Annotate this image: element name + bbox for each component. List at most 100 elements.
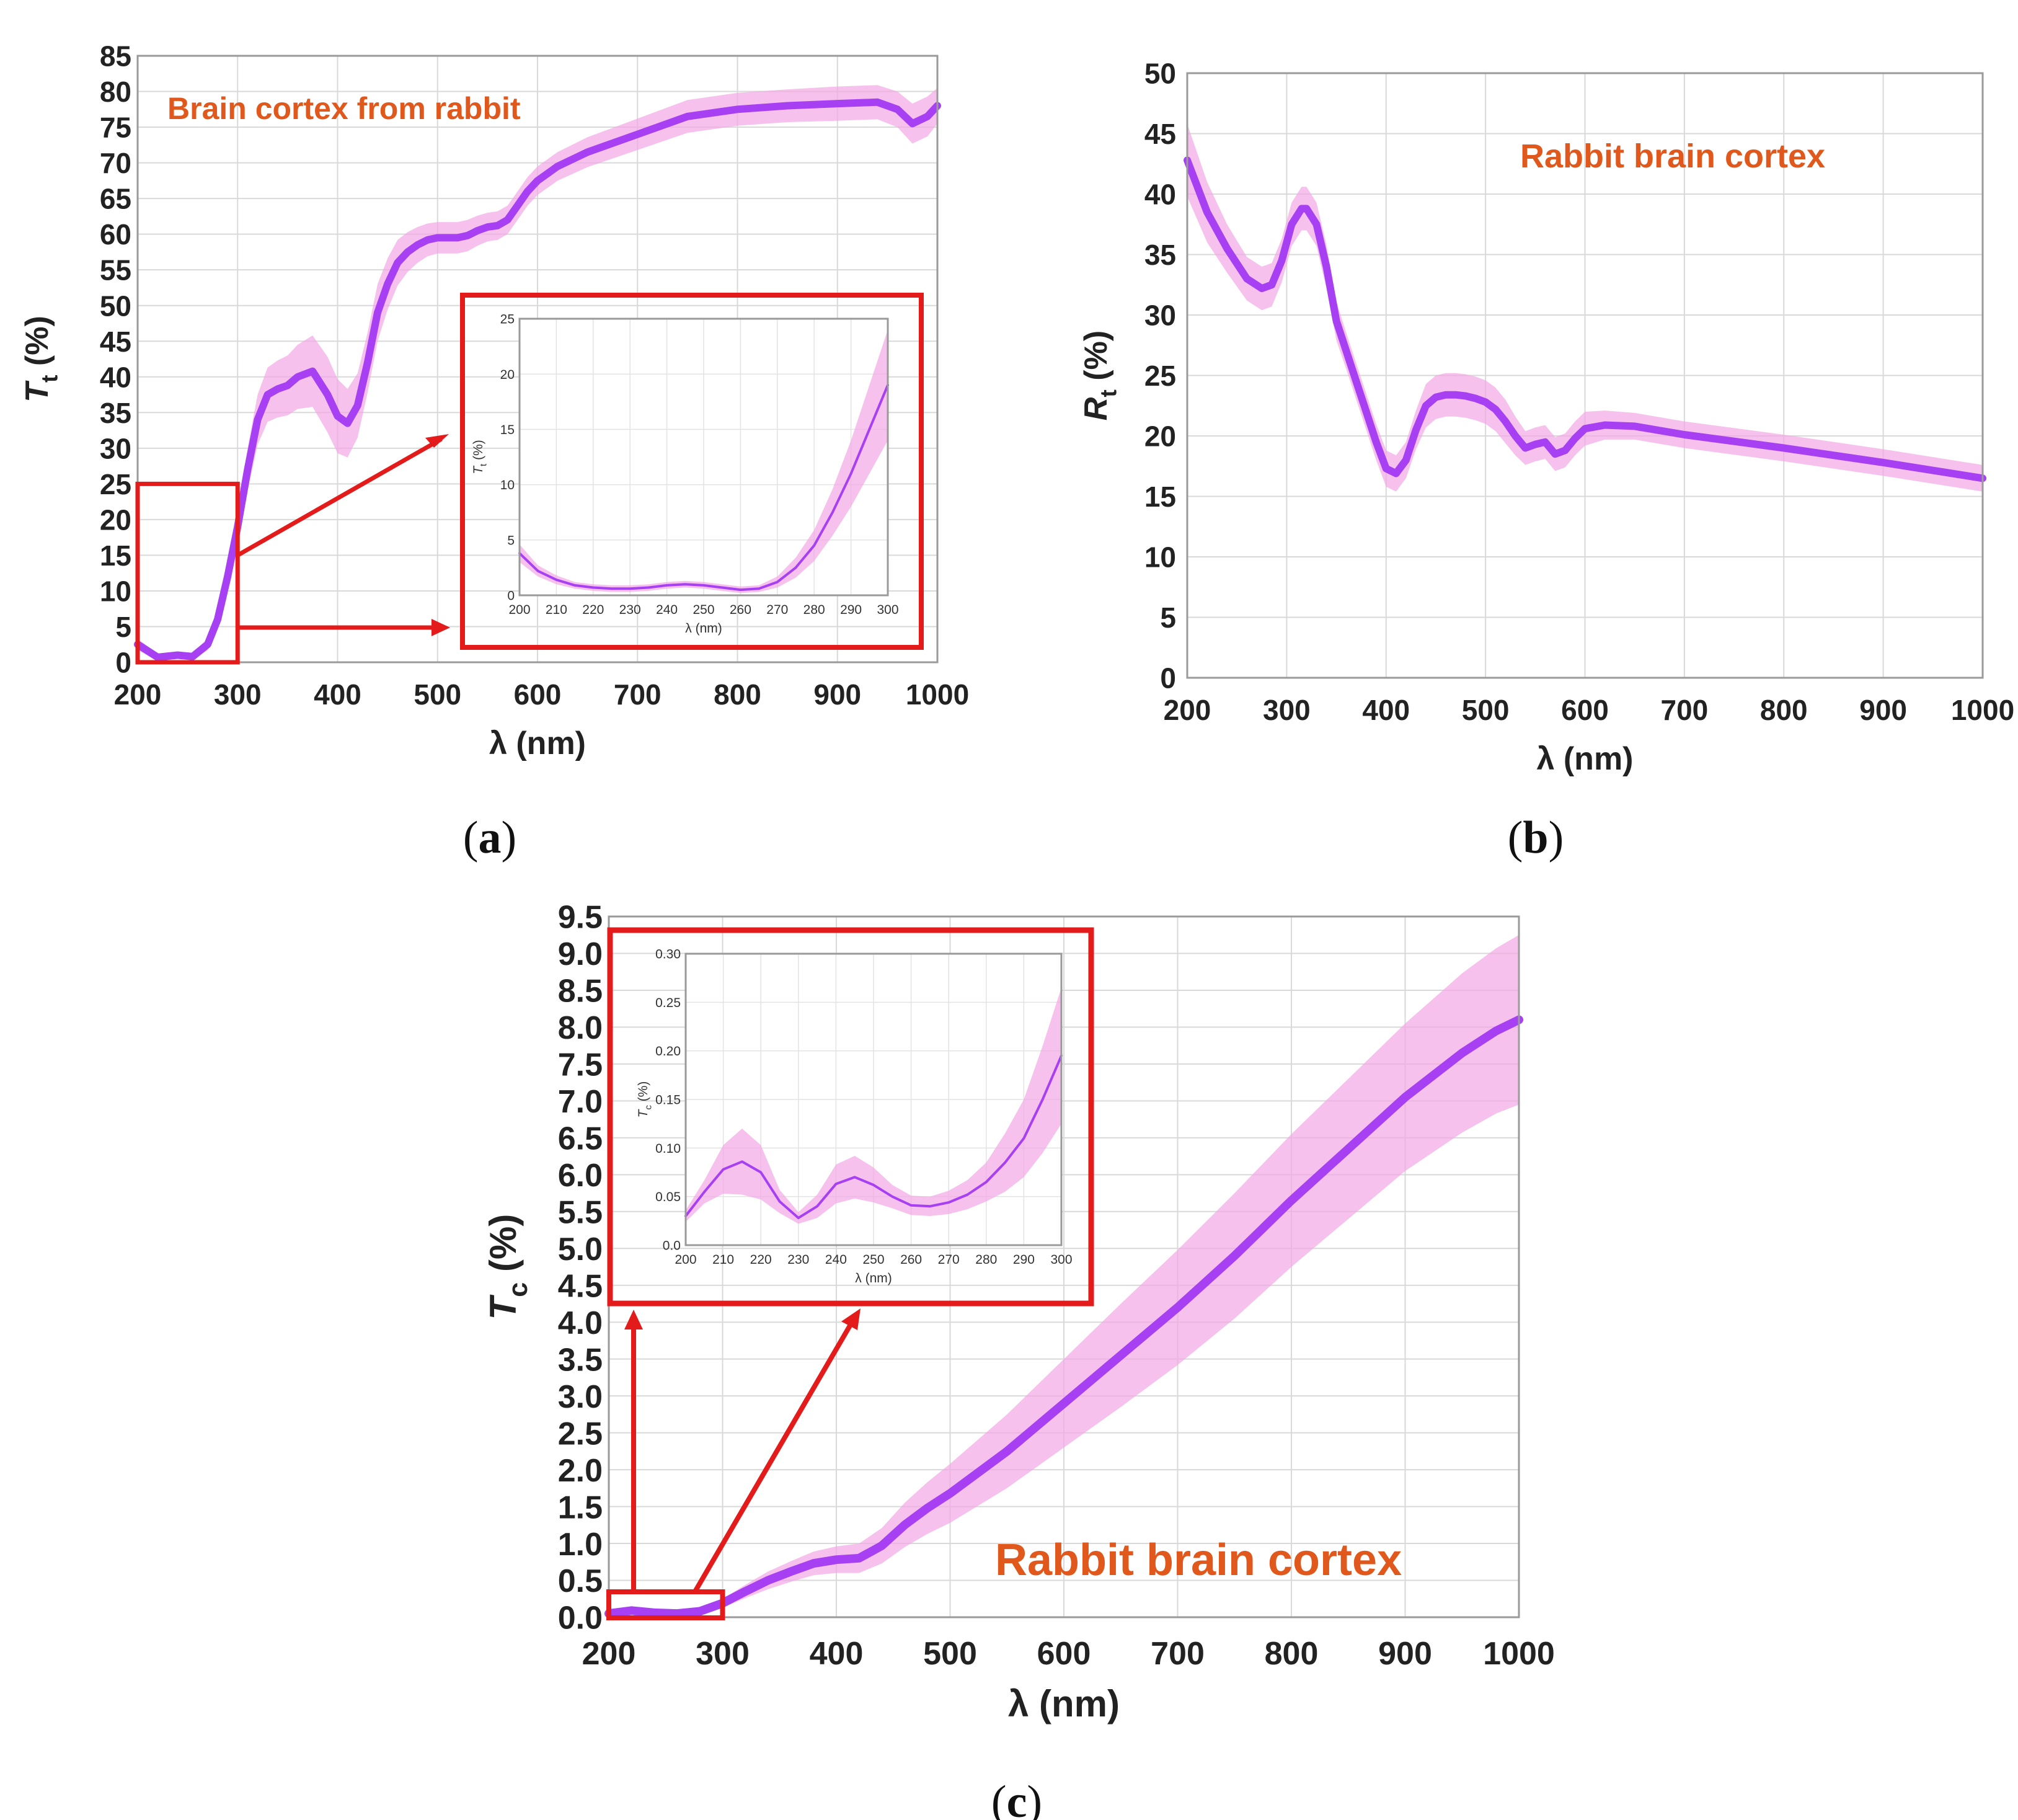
chart-c-inset-xtick-label: 290 <box>1013 1253 1035 1267</box>
chart-c-data-point <box>855 1554 864 1563</box>
chart-c-annotation: Rabbit brain cortex <box>995 1535 1402 1585</box>
chart-c-inset-xlabel: λ (nm) <box>855 1271 892 1285</box>
chart-a-data-point <box>394 259 401 267</box>
chart-b-data-point <box>1561 446 1569 454</box>
chart-c-inset-data-point <box>741 1160 743 1163</box>
chart-a-axes-frame <box>136 55 939 664</box>
chart-a-inset-ylabel: Tt (%) <box>471 440 489 474</box>
chart-b-xtick-label: 700 <box>1661 694 1709 726</box>
chart-a-data-point <box>584 148 591 156</box>
caption-b: (b) <box>1508 812 1564 863</box>
chart-b-mean-series <box>1184 156 1986 482</box>
chart-c-data-point <box>946 1489 954 1498</box>
chart-a-inset-xtick-label: 290 <box>840 603 862 617</box>
chart-a-data-point <box>204 641 211 648</box>
chart-b-ytick-label: 40 <box>1144 179 1176 211</box>
chart-a-ytick-label: 45 <box>100 326 131 358</box>
chart-c-data-point <box>1344 1145 1353 1153</box>
chart-b-ylabel-symbol: R <box>1078 397 1114 420</box>
chart-c-inset-error-band <box>686 987 1061 1224</box>
chart-b-data-point <box>1531 441 1539 448</box>
chart-a-data-point <box>244 466 251 473</box>
chart-c-ytick-label: 4.0 <box>558 1305 603 1341</box>
chart-a-data-point <box>264 391 272 398</box>
chart-a-ytick-label: 60 <box>100 218 131 251</box>
chart-c-ylabel-subscript: c <box>503 1282 533 1297</box>
chart-c-xtick-label: 1000 <box>1483 1636 1555 1672</box>
chart-b-xtick-label: 800 <box>1760 694 1808 726</box>
panel-c: 200 300 400 500 600 700 800 900 10000.00.51.01.5… <box>482 900 1555 1725</box>
chart-b-xtick-label: 300 <box>1263 694 1311 726</box>
chart-b-data-point <box>1780 445 1787 451</box>
chart-b-data-point <box>1541 438 1549 446</box>
chart-c-ytick-label: 6.0 <box>558 1158 603 1194</box>
chart-a-data-point <box>344 420 352 427</box>
chart-c-data-point <box>1174 1303 1182 1312</box>
chart-a-data-point <box>909 120 916 127</box>
chart-c-ytick-label: 3.5 <box>558 1342 603 1378</box>
chart-b-ytick-label: 0 <box>1160 662 1176 695</box>
chart-a-data-point <box>424 236 431 244</box>
chart-b-ytick-label: 35 <box>1144 239 1176 271</box>
chart-c-inset-xtick-label: 230 <box>787 1253 809 1267</box>
chart-b-data-point <box>1333 317 1340 325</box>
chart-b-data-point <box>1203 208 1211 216</box>
chart-c-xtick-label: 200 <box>582 1636 636 1672</box>
chart-a-xlabel: λ (nm) <box>489 726 586 761</box>
chart-a-inset-xtick-label: 300 <box>877 603 898 617</box>
chart-a-xtick-label: 300 <box>214 678 262 711</box>
chart-a-inset-xtick-label: 230 <box>619 603 641 617</box>
chart-a-inset-ytick-label: 15 <box>500 423 515 437</box>
chart-a-xtick-label: 900 <box>813 678 861 711</box>
chart-c-inset-ylabel-symbol: T <box>636 1108 650 1117</box>
chart-c-inset-data-point <box>816 1205 818 1208</box>
chart-a-data-point <box>494 222 501 229</box>
chart-a-xtick-label: 700 <box>614 678 662 711</box>
chart-a-ytick-label: 25 <box>100 468 131 500</box>
chart-c-ytick-label: 5.0 <box>558 1232 603 1267</box>
chart-b-data-point <box>1452 391 1459 399</box>
chart-c-data-point <box>650 1609 658 1617</box>
chart-c-ytick-label: 5.5 <box>558 1195 603 1231</box>
chart-a-xtick-label: 200 <box>114 678 162 711</box>
chart-a-inset-data-point <box>591 586 595 589</box>
chart-a-ytick-label: 35 <box>100 397 131 429</box>
chart-c-ytick-label: 7.0 <box>558 1084 603 1120</box>
chart-a-xtick-label: 400 <box>314 678 361 711</box>
chart-c-xtick-label: 400 <box>810 1636 864 1672</box>
chart-c-inset-data-point <box>797 1217 800 1219</box>
caption-c-letter: c <box>1007 1777 1027 1820</box>
chart-c-inset-xtick-label: 220 <box>750 1253 772 1267</box>
chart-a-data-point <box>894 105 901 113</box>
chart-a-data-point <box>524 188 531 195</box>
chart-a-inset-data-point <box>610 587 613 590</box>
chart-a-inset-data-point <box>555 579 558 581</box>
chart-c-ytick-label: 4.5 <box>558 1268 603 1304</box>
chart-c-xtick-label: 900 <box>1378 1636 1432 1672</box>
chart-a-data-point <box>514 202 521 210</box>
caption-c: (c) <box>991 1777 1042 1820</box>
chart-b-data-point <box>1323 263 1330 270</box>
chart-c-inset-axes-frame <box>684 952 1063 1246</box>
chart-c-ytick-label: 2.5 <box>558 1416 603 1452</box>
chart-c-arrow-diagonal-head <box>841 1308 861 1330</box>
chart-c-xtick-label: 300 <box>696 1636 750 1672</box>
chart-b-axes-frame <box>1186 72 1984 679</box>
chart-a-inset-data-point <box>536 569 539 572</box>
chart-b-ytick-label: 10 <box>1144 541 1176 574</box>
chart-c-ytick-label: 6.5 <box>558 1121 603 1157</box>
chart-a-inset: 200 210 220 230 240 250 260 270 280 290 300 0 5 10 15 2… <box>471 313 899 636</box>
chart-b-data-point <box>1432 394 1440 401</box>
chart-a-ytick-label: 10 <box>100 575 131 608</box>
chart-a-inset-ytick-label: 0 <box>507 589 515 603</box>
chart-a-data-point <box>834 100 841 107</box>
chart-a-inset-xtick-label: 250 <box>693 603 714 617</box>
chart-a-data-point <box>474 227 481 234</box>
chart-c-inset-xtick-label: 280 <box>975 1253 997 1267</box>
chart-a-data-point <box>174 652 181 659</box>
chart-c-inset-data-point <box>985 1181 988 1183</box>
chart-a-ytick-label: 0 <box>115 647 131 679</box>
chart-a-inset-xtick-label: 240 <box>656 603 678 617</box>
chart-a-xtick-label: 800 <box>714 678 761 711</box>
chart-c-data-point <box>764 1576 772 1584</box>
